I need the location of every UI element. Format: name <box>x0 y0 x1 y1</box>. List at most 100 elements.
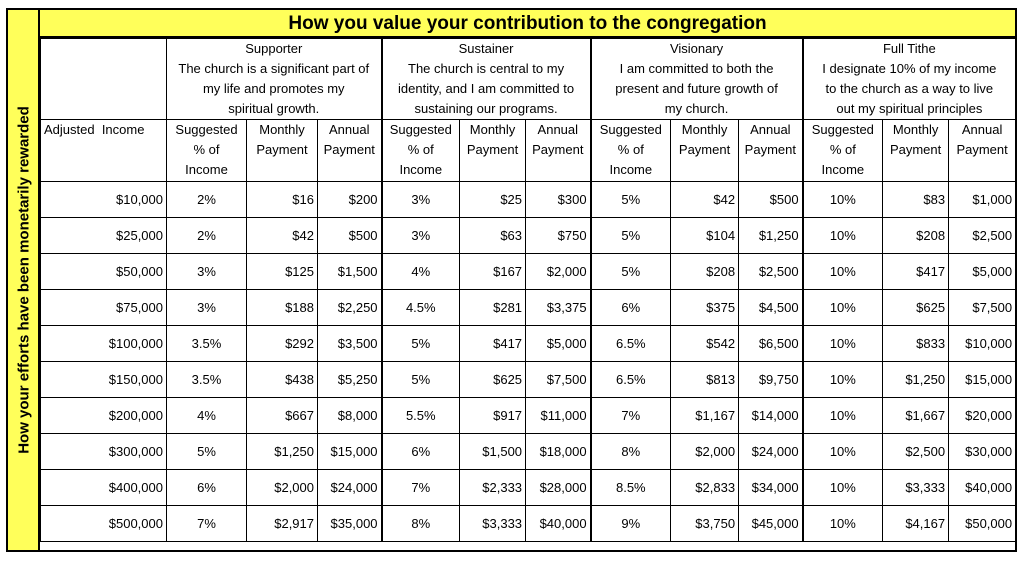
annual-payment-cell: $2,250 <box>316 289 383 326</box>
category-description-line: to the church as a way to live <box>825 81 994 96</box>
income-cell: $300,000 <box>40 433 167 470</box>
category-visionary: Visionary I am committed to both the pre… <box>589 38 804 120</box>
suggested-percent-cell: 8.5% <box>589 469 672 506</box>
suggested-percent-cell: 5% <box>380 325 461 362</box>
category-name: Full Tithe <box>882 41 936 56</box>
monthly-payment-cell: $2,000 <box>246 469 318 506</box>
monthly-header: Monthly Payment <box>246 119 318 182</box>
annual-payment-cell: $2,500 <box>738 253 804 290</box>
suggested-percent-cell: 10% <box>801 397 884 434</box>
annual-payment-cell: $1,250 <box>738 217 804 254</box>
suggested-percent-cell: 9% <box>589 505 672 542</box>
suggested-percent-cell: 10% <box>801 253 884 290</box>
monthly-payment-cell: $83 <box>882 181 950 218</box>
income-cell: $200,000 <box>40 397 167 434</box>
income-cell: $100,000 <box>40 325 167 362</box>
suggested-percent-cell: 10% <box>801 361 884 398</box>
suggested-percent-cell: 2% <box>166 217 247 254</box>
monthly-payment-cell: $281 <box>459 289 527 326</box>
monthly-payment-cell: $542 <box>670 325 740 362</box>
monthly-payment-cell: $3,750 <box>670 505 740 542</box>
suggested-percent-cell: 3% <box>380 217 461 254</box>
suggested-percent-cell: 5% <box>166 433 247 470</box>
suggested-header: Suggested% of Income <box>589 119 672 182</box>
monthly-payment-cell: $1,500 <box>459 433 527 470</box>
suggested-percent-cell: 7% <box>380 469 461 506</box>
table-row: $100,000 3.5% $292 $3,500 5% $417 $5,000 6.5% $5… <box>40 325 1017 362</box>
annual-payment-cell: $28,000 <box>525 469 592 506</box>
side-label: How your efforts have been monetarily re… <box>15 106 33 454</box>
annual-payment-cell: $50,000 <box>948 505 1017 542</box>
suggested-percent-cell: 10% <box>801 289 884 326</box>
annual-payment-cell: $1,500 <box>316 253 383 290</box>
suggested-percent-cell: 8% <box>380 505 461 542</box>
suggested-percent-cell: 6% <box>589 289 672 326</box>
monthly-payment-cell: $833 <box>882 325 950 362</box>
annual-payment-cell: $7,500 <box>525 361 592 398</box>
monthly-payment-cell: $167 <box>459 253 527 290</box>
category-description-line: I designate 10% of my income <box>822 61 997 76</box>
annual-payment-cell: $10,000 <box>948 325 1017 362</box>
monthly-payment-cell: $2,833 <box>670 469 740 506</box>
suggested-percent-cell: 3% <box>166 289 247 326</box>
annual-payment-cell: $2,000 <box>525 253 592 290</box>
table-row: $200,000 4% $667 $8,000 5.5% $917 $11,000 7% $1,… <box>40 397 1017 434</box>
annual-payment-cell: $750 <box>525 217 592 254</box>
annual-payment-cell: $14,000 <box>738 397 804 434</box>
monthly-header: Monthly Payment <box>670 119 740 182</box>
annual-payment-cell: $24,000 <box>316 469 383 506</box>
monthly-payment-cell: $42 <box>670 181 740 218</box>
table-row: $25,000 2% $42 $500 3% $63 $750 5% $104 $1,250 10%… <box>40 217 1017 254</box>
suggested-percent-cell: 10% <box>801 181 884 218</box>
suggested-percent-cell: 3% <box>166 253 247 290</box>
table-row: $75,000 3% $188 $2,250 4.5% $281 $3,375 6% $375 $… <box>40 289 1017 326</box>
category-description-line: spiritual growth. <box>228 101 320 116</box>
annual-payment-cell: $3,375 <box>525 289 592 326</box>
table-row: $400,000 6% $2,000 $24,000 7% $2,333 $28,000 8.… <box>40 469 1017 506</box>
annual-payment-cell: $18,000 <box>525 433 592 470</box>
income-cell: $25,000 <box>40 217 167 254</box>
annual-payment-cell: $500 <box>316 217 383 254</box>
monthly-payment-cell: $813 <box>670 361 740 398</box>
side-label-bar: How your efforts have been monetarily re… <box>8 10 40 550</box>
annual-payment-cell: $30,000 <box>948 433 1017 470</box>
monthly-payment-cell: $25 <box>459 181 527 218</box>
annual-payment-cell: $9,750 <box>738 361 804 398</box>
category-row: Supporter The church is a significant pa… <box>40 38 1017 120</box>
suggested-percent-cell: 4% <box>166 397 247 434</box>
annual-payment-cell: $15,000 <box>948 361 1017 398</box>
monthly-payment-cell: $292 <box>246 325 318 362</box>
category-description-line: I am committed to both the <box>619 61 774 76</box>
suggested-percent-cell: 4.5% <box>380 289 461 326</box>
category-sustainer: Sustainer The church is central to my id… <box>380 38 592 120</box>
category-description-line: present and future growth of <box>615 81 778 96</box>
monthly-payment-cell: $42 <box>246 217 318 254</box>
suggested-percent-cell: 10% <box>801 325 884 362</box>
monthly-payment-cell: $667 <box>246 397 318 434</box>
category-full-tithe: Full Tithe I designate 10% of my income … <box>801 38 1017 120</box>
annual-payment-cell: $20,000 <box>948 397 1017 434</box>
suggested-percent-cell: 6% <box>380 433 461 470</box>
category-description-line: The church is central to my <box>408 61 565 76</box>
annual-payment-cell: $1,000 <box>948 181 1017 218</box>
monthly-payment-cell: $208 <box>882 217 950 254</box>
monthly-payment-cell: $3,333 <box>459 505 527 542</box>
category-description-line: sustaining our programs. <box>414 101 558 116</box>
suggested-percent-cell: 5% <box>589 181 672 218</box>
monthly-payment-cell: $2,333 <box>459 469 527 506</box>
monthly-payment-cell: $2,500 <box>882 433 950 470</box>
suggested-percent-cell: 3.5% <box>166 361 247 398</box>
suggested-percent-cell: 10% <box>801 469 884 506</box>
suggested-header: Suggested% of Income <box>801 119 884 182</box>
suggested-header: Suggested% of Income <box>166 119 247 182</box>
column-header-row: Adjusted Income Suggested% of Income Mont… <box>40 119 1017 182</box>
corner-cell <box>40 38 167 120</box>
suggested-percent-cell: 10% <box>801 505 884 542</box>
annual-header: Annual Payment <box>738 119 804 182</box>
annual-payment-cell: $34,000 <box>738 469 804 506</box>
suggested-percent-cell: 3.5% <box>166 325 247 362</box>
monthly-payment-cell: $1,167 <box>670 397 740 434</box>
category-description-line: my church. <box>664 101 729 116</box>
suggested-percent-cell: 6% <box>166 469 247 506</box>
suggested-header: Suggested% of Income <box>380 119 461 182</box>
